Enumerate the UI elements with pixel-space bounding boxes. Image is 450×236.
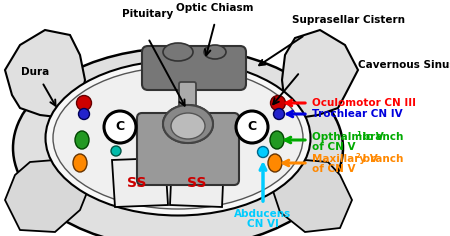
Text: C: C [116,121,125,134]
Text: C: C [248,121,256,134]
Text: Trochlear CN IV: Trochlear CN IV [312,109,403,119]
Ellipse shape [13,48,343,236]
FancyBboxPatch shape [142,46,246,90]
Polygon shape [282,30,358,118]
Text: of CN V: of CN V [312,142,356,152]
Polygon shape [112,158,168,207]
Circle shape [257,147,269,157]
Ellipse shape [268,154,282,172]
Polygon shape [5,30,85,118]
Ellipse shape [75,131,89,149]
Ellipse shape [204,45,226,59]
Ellipse shape [171,113,205,139]
Circle shape [270,96,285,110]
Ellipse shape [270,131,284,149]
Ellipse shape [163,43,193,61]
Circle shape [76,96,91,110]
Text: 2: 2 [356,153,361,159]
Polygon shape [272,160,352,232]
Text: 1: 1 [356,131,361,137]
Text: of CN V: of CN V [312,164,356,174]
Ellipse shape [45,60,310,215]
FancyBboxPatch shape [179,82,196,114]
FancyBboxPatch shape [137,113,239,185]
Text: Optic Chiasm: Optic Chiasm [176,3,254,13]
Ellipse shape [73,154,87,172]
Polygon shape [170,158,224,207]
Circle shape [104,111,136,143]
Text: SS: SS [187,176,207,190]
Text: Maxillary V: Maxillary V [312,154,378,164]
Text: Oculomotor CN III: Oculomotor CN III [312,98,416,108]
Text: Abducens: Abducens [234,209,292,219]
Text: Opthalmic V: Opthalmic V [312,132,384,142]
Circle shape [236,111,268,143]
Circle shape [111,146,121,156]
Text: CN VI: CN VI [247,219,279,229]
Text: branch: branch [359,154,403,164]
Polygon shape [5,160,90,232]
Text: Suprasellar Cistern: Suprasellar Cistern [292,15,405,25]
Ellipse shape [163,105,213,143]
Ellipse shape [163,105,213,143]
Text: Dura: Dura [21,67,49,77]
Text: Cavernous Sinus: Cavernous Sinus [358,60,450,70]
Circle shape [274,109,284,119]
Text: SS: SS [127,176,147,190]
Ellipse shape [53,67,303,209]
Text: branch: branch [359,132,403,142]
Text: Pituitary: Pituitary [122,9,174,19]
Circle shape [78,109,90,119]
